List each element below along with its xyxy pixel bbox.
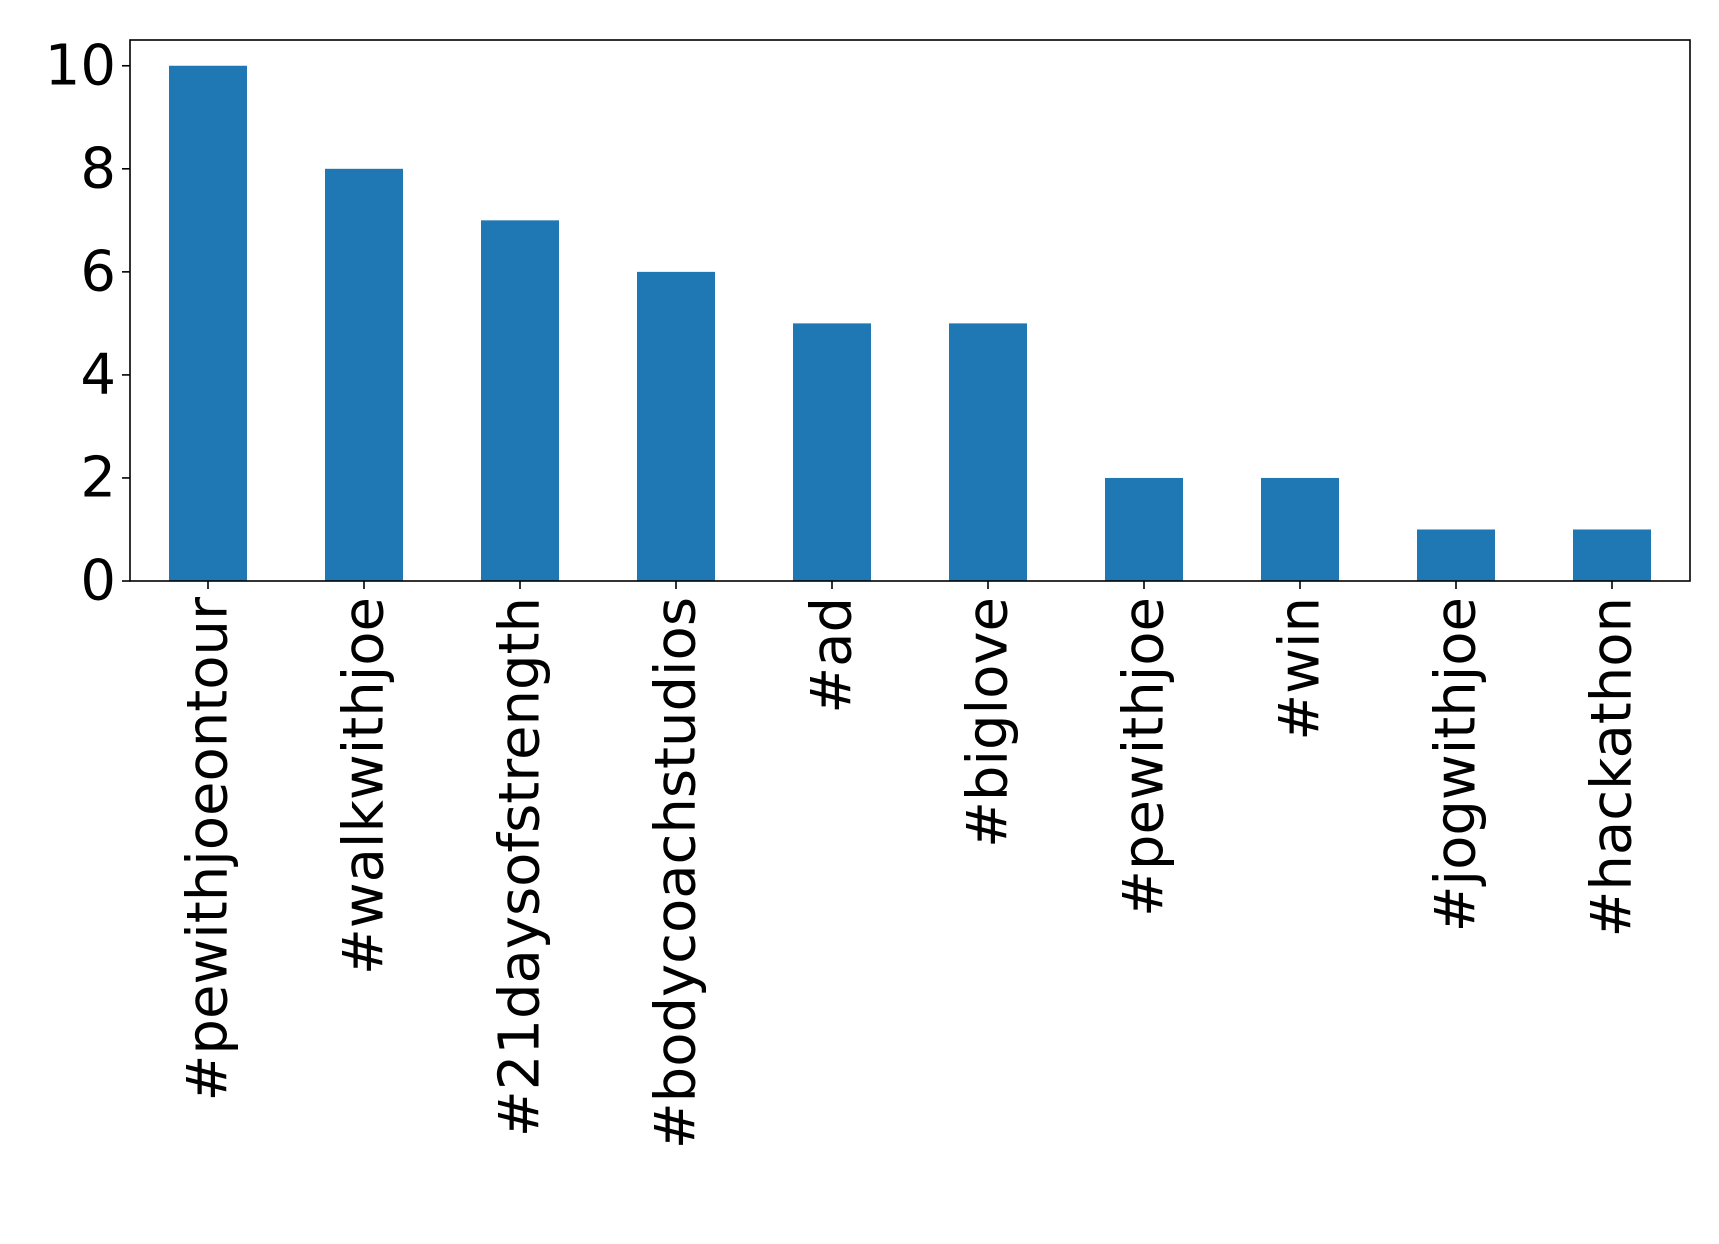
x-tick-label: #hackathon: [1580, 597, 1645, 937]
x-axis: #pewithjoeontour #walkwithjoe #21daysofstr…: [176, 581, 1645, 1149]
bar-21daysofstrength: [481, 220, 559, 582]
bar-pewithjoeontour: [169, 65, 247, 581]
bar-biglove: [949, 323, 1027, 581]
x-tick-label: #walkwithjoe: [332, 597, 397, 975]
y-tick-label: 10: [45, 33, 116, 98]
x-tick-label: #ad: [800, 597, 865, 714]
x-tick-label: #win: [1268, 597, 1333, 741]
y-tick-label: 0: [80, 549, 116, 614]
x-tick-label: #pewithjoeontour: [176, 596, 241, 1101]
x-tick-label: #pewithjoe: [1112, 597, 1177, 917]
y-tick-label: 2: [80, 445, 116, 510]
bar-bodycoachstudios: [637, 271, 715, 581]
bar-win: [1261, 477, 1339, 581]
bars-group: [169, 65, 1651, 582]
x-tick-label: #21daysofstrength: [488, 597, 553, 1137]
bar-walkwithjoe: [325, 168, 403, 582]
y-tick-label: 4: [80, 342, 116, 407]
plot-frame: [129, 39, 1691, 582]
bar-ad: [793, 323, 871, 581]
y-tick-label: 8: [80, 136, 116, 201]
y-tick-label: 6: [80, 239, 116, 304]
x-tick-label: #bodycoachstudios: [644, 597, 709, 1149]
x-tick-label: #biglove: [956, 597, 1021, 848]
bar-hackathon: [1573, 529, 1651, 581]
y-axis: 0 2 4 6 8 10: [45, 33, 130, 614]
bar-jogwithjoe: [1417, 529, 1495, 581]
x-tick-label: #jogwithjoe: [1424, 597, 1489, 932]
bar-pewithjoe: [1105, 477, 1183, 581]
